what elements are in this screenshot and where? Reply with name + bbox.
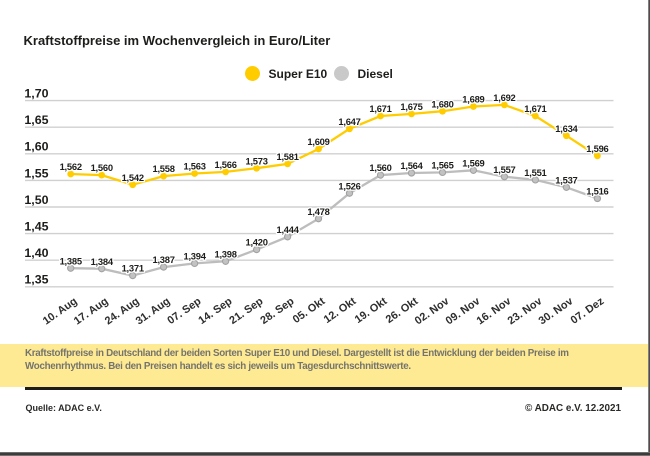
svg-text:1,680: 1,680	[431, 98, 453, 109]
svg-text:1,526: 1,526	[338, 180, 360, 191]
svg-text:1,566: 1,566	[214, 159, 236, 170]
svg-text:1,671: 1,671	[369, 103, 391, 114]
svg-text:1,565: 1,565	[431, 160, 453, 171]
svg-text:21. Sep: 21. Sep	[227, 295, 265, 327]
svg-text:07. Dez: 07. Dez	[569, 295, 607, 327]
svg-text:1,40: 1,40	[24, 246, 48, 260]
svg-text:1,671: 1,671	[524, 103, 546, 114]
svg-text:1,564: 1,564	[400, 160, 423, 171]
svg-text:1,385: 1,385	[60, 255, 82, 266]
svg-text:1,537: 1,537	[555, 174, 577, 185]
svg-text:1,387: 1,387	[152, 254, 174, 265]
svg-text:1,581: 1,581	[276, 151, 298, 162]
svg-text:1,573: 1,573	[245, 155, 267, 166]
svg-text:1,569: 1,569	[462, 157, 484, 168]
svg-text:1,516: 1,516	[586, 186, 608, 197]
svg-text:1,675: 1,675	[400, 101, 422, 112]
svg-text:1,596: 1,596	[586, 143, 608, 154]
svg-text:24. Aug: 24. Aug	[103, 295, 142, 327]
svg-text:1,444: 1,444	[276, 224, 299, 235]
svg-text:14. Sep: 14. Sep	[196, 295, 234, 327]
svg-text:1,384: 1,384	[91, 256, 114, 267]
svg-text:1,560: 1,560	[369, 162, 391, 173]
svg-text:1,557: 1,557	[493, 164, 515, 175]
svg-text:1,55: 1,55	[24, 166, 48, 180]
svg-text:1,478: 1,478	[307, 206, 329, 217]
svg-text:10. Aug: 10. Aug	[41, 295, 80, 327]
svg-text:12. Okt: 12. Okt	[322, 295, 359, 326]
svg-text:1,394: 1,394	[183, 251, 206, 262]
svg-text:1,60: 1,60	[24, 140, 48, 154]
svg-text:1,692: 1,692	[493, 92, 515, 103]
svg-text:1,551: 1,551	[524, 167, 546, 178]
svg-text:1,50: 1,50	[24, 193, 48, 207]
svg-text:1,634: 1,634	[555, 123, 578, 134]
svg-text:30. Nov: 30. Nov	[537, 295, 576, 328]
svg-text:17. Aug: 17. Aug	[72, 295, 111, 327]
svg-text:1,70: 1,70	[24, 87, 48, 101]
svg-text:1,562: 1,562	[60, 161, 82, 172]
svg-text:1,371: 1,371	[122, 263, 144, 274]
svg-text:1,45: 1,45	[24, 220, 48, 234]
svg-text:1,560: 1,560	[91, 162, 113, 173]
svg-text:1,420: 1,420	[245, 237, 267, 248]
svg-text:1,609: 1,609	[307, 136, 329, 147]
svg-text:1,689: 1,689	[462, 94, 484, 105]
svg-text:1,558: 1,558	[152, 163, 174, 174]
svg-text:1,563: 1,563	[183, 161, 205, 172]
svg-text:1,35: 1,35	[24, 273, 48, 287]
svg-text:1,398: 1,398	[214, 248, 236, 259]
svg-text:19. Okt: 19. Okt	[353, 295, 390, 326]
svg-text:1,542: 1,542	[122, 172, 144, 183]
svg-text:05. Okt: 05. Okt	[291, 295, 328, 326]
svg-text:31. Aug: 31. Aug	[134, 295, 173, 327]
svg-text:28. Sep: 28. Sep	[258, 295, 296, 327]
svg-text:07. Sep: 07. Sep	[165, 295, 203, 327]
svg-text:1,65: 1,65	[24, 113, 48, 127]
svg-text:1,647: 1,647	[338, 116, 360, 127]
